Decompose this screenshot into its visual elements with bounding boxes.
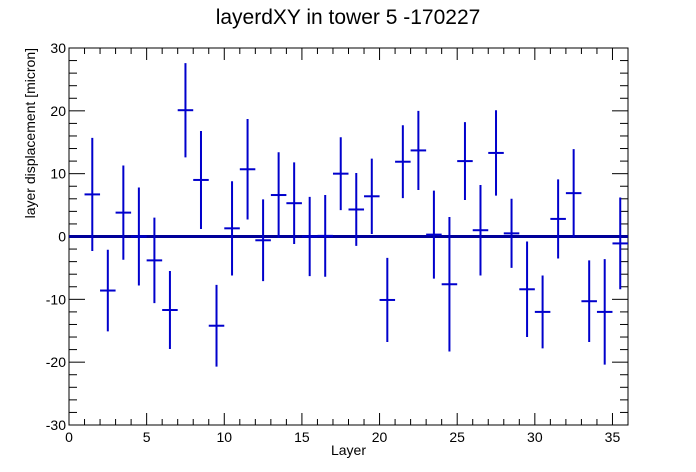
y-tick-label: -10 <box>46 291 66 307</box>
x-tick-label: 15 <box>294 429 310 445</box>
x-tick-label: 30 <box>527 429 543 445</box>
x-axis-title: Layer <box>331 442 366 458</box>
data-point <box>612 197 628 290</box>
data-point <box>488 110 504 196</box>
data-point <box>146 217 163 304</box>
x-axis: 0 5 10 15 20 25 30 35 <box>65 48 629 445</box>
y-tick-label: -30 <box>46 417 66 433</box>
x-tick-label: 35 <box>605 429 621 445</box>
data-point <box>162 271 178 349</box>
y-tick-label: 0 <box>58 229 66 245</box>
data-point <box>224 181 240 276</box>
x-tick-label: 20 <box>372 429 388 445</box>
data-point <box>534 275 551 349</box>
data-point <box>301 196 318 277</box>
data-point <box>503 198 520 268</box>
data-point <box>364 158 380 234</box>
data-point <box>208 284 225 367</box>
data-point <box>193 130 209 229</box>
data-point <box>550 179 566 259</box>
data-point <box>379 257 396 343</box>
y-tick-label: 20 <box>50 103 66 119</box>
y-tick-label: -20 <box>46 354 66 370</box>
x-tick-label: 0 <box>65 429 73 445</box>
data-point <box>565 149 582 238</box>
data-point <box>84 137 101 251</box>
data-point <box>239 119 256 220</box>
y-tick-label: 10 <box>50 166 66 182</box>
data-point <box>472 184 489 276</box>
data-point <box>395 125 411 199</box>
x-tick-label: 25 <box>449 429 465 445</box>
data-point <box>457 122 473 201</box>
data-point <box>441 217 458 352</box>
x-tick-label: 5 <box>143 429 151 445</box>
chart-title: layerdXY in tower 5 -170227 <box>215 6 481 29</box>
data-point <box>426 190 442 279</box>
x-tick-label: 10 <box>216 429 232 445</box>
data-point <box>177 63 194 158</box>
data-point <box>410 110 427 191</box>
y-tick-label: 30 <box>50 40 66 56</box>
data-point <box>348 173 365 246</box>
data-point <box>519 241 535 338</box>
data-point <box>596 259 613 365</box>
y-axis: -30 -20 -10 0 10 20 30 <box>46 40 628 433</box>
data-point <box>581 260 597 343</box>
data-point <box>270 152 287 238</box>
data-point <box>255 199 271 282</box>
data-point <box>131 187 147 286</box>
data-series <box>84 63 628 367</box>
data-point <box>115 165 132 260</box>
data-point <box>332 137 349 211</box>
y-axis-title: layer displacement [micron] <box>22 48 38 218</box>
data-point <box>317 195 333 277</box>
data-point <box>100 249 116 332</box>
data-point <box>286 162 302 245</box>
